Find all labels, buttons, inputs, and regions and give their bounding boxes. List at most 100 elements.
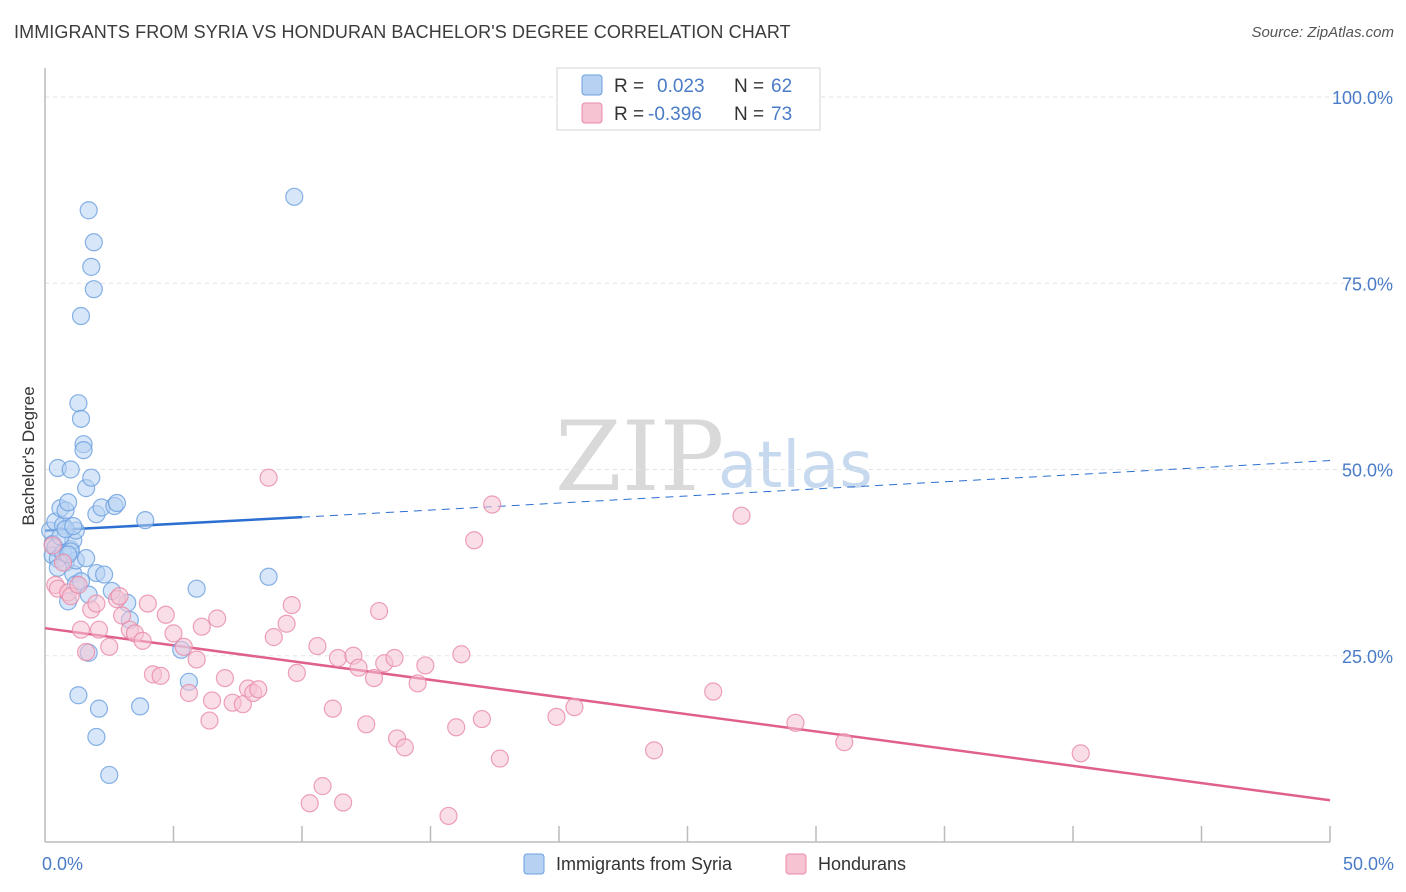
hondurans-trend-line	[44, 626, 1331, 802]
syria-point-29	[79, 201, 98, 220]
hondurans-point-60	[447, 718, 466, 737]
hondurans-point-26	[187, 650, 206, 669]
hondurans-point-52	[370, 601, 389, 621]
hondurans-point-11	[89, 620, 109, 639]
hondurans-point-67	[565, 698, 584, 717]
legend-r-label-hondurans: R =	[614, 104, 644, 125]
hondurans-point-19	[138, 594, 157, 613]
y-tick-label-25: 25.0%	[1342, 647, 1393, 667]
hondurans-point-14	[110, 587, 129, 606]
hondurans-point-62	[465, 531, 484, 550]
y-tick-label-75: 75.0%	[1342, 274, 1393, 294]
syria-point-26	[74, 441, 93, 460]
legend-swatch-hondurans	[581, 102, 603, 124]
hondurans-point-66	[547, 707, 566, 726]
hondurans-point-43	[308, 636, 327, 656]
syria-point-49	[136, 511, 155, 530]
hondurans-point-15	[112, 606, 132, 625]
hondurans-point-69	[704, 682, 723, 701]
hondurans-point-10	[87, 594, 106, 613]
hondurans-point-61	[452, 645, 471, 664]
data-points	[41, 187, 1090, 826]
legend-r-label-syria: R =	[614, 76, 644, 97]
y-tick-label-100: 100.0%	[1332, 88, 1393, 108]
syria-point-28	[77, 549, 96, 568]
hondurans-point-44	[313, 777, 332, 796]
syria-point-42	[100, 765, 119, 785]
hondurans-point-27	[192, 617, 211, 636]
hondurans-point-71	[786, 713, 805, 732]
hondurans-point-28	[200, 711, 219, 730]
chart-title: IMMIGRANTS FROM SYRIA VS HONDURAN BACHEL…	[14, 22, 791, 42]
hondurans-point-7	[71, 620, 91, 639]
hondurans-point-24	[174, 637, 193, 656]
hondurans-point-39	[277, 614, 296, 633]
syria-point-32	[82, 257, 101, 276]
syria-trend-line	[44, 515, 303, 532]
series-legend-swatch-hondurans	[785, 853, 807, 875]
tick-labels: 25.0% 50.0% 75.0% 100.0% 0.0% 50.0%	[42, 88, 1394, 874]
series-legend-swatch-syria	[523, 853, 545, 875]
hondurans-point-22	[156, 605, 175, 624]
syria-point-41	[95, 565, 114, 584]
hondurans-point-21	[151, 666, 170, 685]
syria-point-48	[130, 697, 150, 716]
source-label: Source: ZipAtlas.com	[1251, 24, 1394, 41]
hondurans-point-37	[259, 468, 278, 487]
hondurans-point-56	[395, 738, 414, 757]
stats-legend: R = 0.023 N = 62 R = -0.396 N = 73	[556, 67, 821, 131]
hondurans-point-6	[69, 575, 88, 595]
hondurans-point-63	[472, 709, 491, 729]
syria-point-38	[87, 727, 106, 747]
hondurans-point-0	[43, 536, 62, 555]
x-tick-label-min: 0.0%	[42, 854, 83, 874]
hondurans-point-58	[416, 656, 435, 675]
syria-point-24	[71, 409, 91, 428]
legend-n-value-hondurans: 73	[771, 104, 792, 125]
hondurans-point-64	[483, 495, 502, 514]
y-axis-label: Bachelor's Degree	[19, 386, 38, 525]
hondurans-point-51	[364, 668, 384, 688]
hondurans-point-68	[644, 741, 664, 760]
hondurans-point-36	[249, 680, 268, 699]
watermark-atlas: atlas	[718, 429, 873, 503]
syria-point-54	[285, 187, 304, 206]
hondurans-point-30	[208, 609, 227, 628]
hondurans-point-18	[133, 631, 152, 650]
trend-lines	[44, 460, 1331, 802]
hondurans-point-49	[349, 658, 368, 677]
hondurans-point-12	[100, 637, 119, 656]
hondurans-point-57	[408, 674, 427, 693]
syria-point-33	[82, 468, 101, 487]
syria-point-45	[107, 493, 127, 513]
hondurans-point-50	[357, 715, 376, 734]
watermark-zip: ZIP	[555, 401, 724, 513]
hondurans-point-46	[328, 648, 348, 668]
hondurans-point-25	[179, 683, 199, 703]
hondurans-point-38	[264, 628, 283, 647]
series-legend-label-syria: Immigrants from Syria	[556, 854, 733, 874]
syria-point-35	[84, 280, 103, 299]
hondurans-point-54	[385, 648, 404, 668]
legend-r-value-hondurans: -0.396	[648, 104, 702, 125]
hondurans-point-31	[215, 668, 234, 688]
syria-point-22	[69, 686, 88, 705]
legend-n-label-syria: N =	[734, 76, 764, 97]
hondurans-point-8	[77, 642, 96, 662]
hondurans-point-65	[490, 749, 509, 768]
series-legend: Immigrants from Syria Hondurans	[523, 853, 906, 875]
syria-trend-line-extension	[301, 460, 1331, 518]
hondurans-point-72	[835, 733, 854, 752]
hondurans-point-47	[334, 793, 353, 812]
hondurans-point-73	[1071, 744, 1090, 763]
axes	[44, 68, 1331, 843]
hondurans-point-40	[282, 595, 301, 615]
legend-n-label-hondurans: N =	[734, 104, 764, 125]
hondurans-point-70	[732, 506, 751, 525]
y-tick-label-50: 50.0%	[1342, 461, 1393, 481]
hondurans-point-45	[323, 699, 342, 718]
gridlines	[45, 96, 1393, 657]
legend-swatch-syria	[581, 74, 603, 96]
hondurans-point-41	[287, 663, 306, 682]
